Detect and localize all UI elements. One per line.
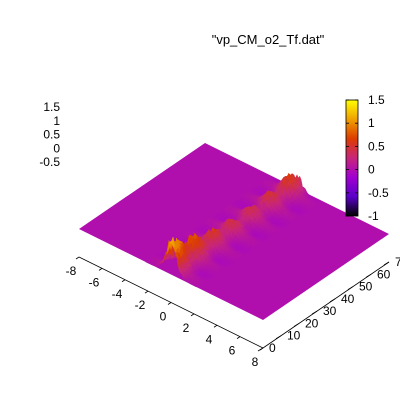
x-tick-mark	[214, 325, 217, 327]
colorbar: 1.5 1 0.5 0 -0.5 -1	[346, 93, 389, 223]
x-tick-label: 6	[229, 344, 236, 358]
colorbar-gradient	[346, 100, 358, 216]
colorbar-tick-label: 0	[368, 163, 375, 177]
colorbar-tick-label: 1	[368, 116, 375, 130]
z-tick-label: 1.5	[43, 100, 60, 114]
z-tick-label: 0	[53, 141, 60, 155]
y-tick-mark	[276, 336, 281, 339]
y-tick-label: 60	[377, 267, 391, 281]
y-tick-label: 20	[305, 316, 319, 330]
x-tick-mark	[168, 303, 171, 305]
x-tick-label: -4	[112, 287, 123, 301]
x-tick-mark	[191, 314, 194, 316]
x-tick-mark	[145, 291, 148, 293]
y-tick-label: 70	[395, 255, 400, 269]
x-tick-label: 8	[252, 355, 259, 369]
x-tick-mark	[99, 268, 102, 270]
y-tick-label: 40	[341, 292, 355, 306]
y-tick-label: 0	[269, 341, 276, 355]
y-tick-mark	[366, 274, 371, 277]
x-tick-label: 4	[206, 332, 213, 346]
colorbar-tick-label: 0.5	[368, 139, 385, 153]
colorbar-tick-label: -1	[368, 209, 379, 223]
chart-title: "vp_CM_o2_Tf.dat"	[212, 32, 325, 47]
x-tick-mark	[76, 257, 79, 259]
z-tick-label: -0.5	[39, 155, 60, 169]
y-tick-mark	[312, 311, 317, 314]
y-tick-label: 50	[359, 280, 373, 294]
z-tick-label: 1	[53, 114, 60, 128]
y-tick-mark	[294, 323, 299, 326]
x-tick-mark	[237, 337, 240, 339]
x-tick-label: 2	[183, 321, 190, 335]
colorbar-tick-label: -0.5	[368, 186, 389, 200]
colorbar-tick-label: 1.5	[368, 93, 385, 107]
y-tick-mark	[348, 287, 353, 290]
x-tick-label: -6	[89, 275, 100, 289]
x-tick-label: -2	[135, 298, 146, 312]
y-tick-mark	[258, 348, 263, 351]
y-tick-mark	[330, 299, 335, 302]
x-tick-label: 0	[160, 310, 167, 324]
x-tick-mark	[122, 280, 125, 282]
y-tick-mark	[384, 262, 389, 265]
y-tick-label: 30	[323, 304, 337, 318]
y-tick-label: 10	[287, 329, 301, 343]
x-tick-label: -8	[66, 264, 77, 278]
z-tick-label: 0.5	[43, 128, 60, 142]
